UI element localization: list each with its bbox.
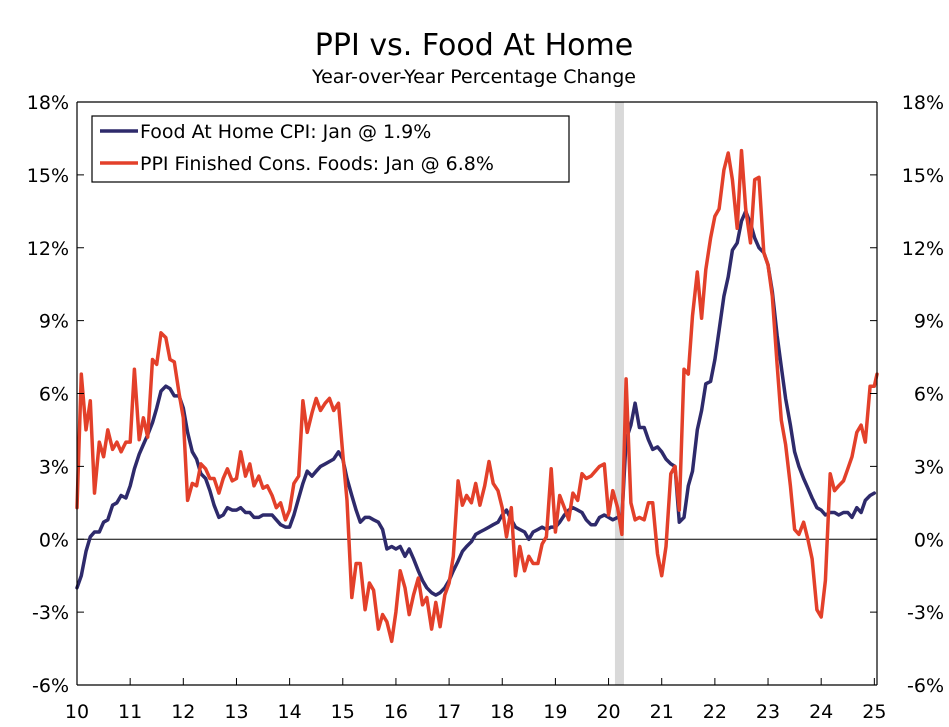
x-tick-label: 15 bbox=[331, 701, 355, 723]
recession-shading-layer bbox=[614, 102, 624, 685]
recession-band bbox=[614, 102, 624, 685]
x-tick-label: 10 bbox=[65, 701, 89, 723]
chart-subtitle: Year-over-Year Percentage Change bbox=[311, 66, 636, 88]
axes-layer bbox=[76, 101, 878, 686]
y-tick-label-left: -3% bbox=[32, 602, 69, 624]
y-tick-label-left: 6% bbox=[39, 384, 69, 406]
x-tick-label: 13 bbox=[224, 701, 248, 723]
x-tick-label: 11 bbox=[118, 701, 142, 723]
y-tick-label-left: 0% bbox=[39, 529, 69, 551]
y-tick-label-left: 3% bbox=[39, 456, 69, 478]
y-tick-label-right: -3% bbox=[907, 602, 944, 624]
y-tick-label-right: -6% bbox=[907, 675, 944, 697]
x-tick-label: 25 bbox=[862, 701, 886, 723]
chart-title: PPI vs. Food At Home bbox=[315, 28, 633, 63]
y-tick-label-right: 3% bbox=[914, 456, 944, 478]
tick-labels-layer: 18% 18% 15% 15% 12% 12% 9% 9% 6% 6% 3% 3% 0% 0% -3% -3%… bbox=[27, 92, 944, 723]
x-tick-label: 19 bbox=[543, 701, 567, 723]
y-tick-label-right: 9% bbox=[914, 311, 944, 333]
x-tick-label: 16 bbox=[384, 701, 408, 723]
x-tick-label: 14 bbox=[278, 701, 302, 723]
x-tick-label: 18 bbox=[490, 701, 514, 723]
y-tick-label-left: 18% bbox=[27, 92, 69, 114]
x-tick-label: 17 bbox=[437, 701, 461, 723]
y-tick-label-left: 12% bbox=[27, 238, 69, 260]
y-tick-label-left: 15% bbox=[27, 165, 69, 187]
legend-box bbox=[91, 115, 570, 183]
y-tick-label-left: 9% bbox=[39, 311, 69, 333]
x-tick-label: 20 bbox=[596, 701, 620, 723]
x-tick-label: 12 bbox=[171, 701, 195, 723]
series-line-ppi-finished-cons-foods bbox=[75, 148, 879, 644]
y-tick-label-right: 15% bbox=[902, 165, 944, 187]
y-tick-label-right: 18% bbox=[902, 92, 944, 114]
y-tick-label-left: -6% bbox=[32, 675, 69, 697]
x-tick-label: 22 bbox=[703, 701, 727, 723]
legend: Food At Home CPI: Jan @ 1.9% PPI Finishe… bbox=[91, 115, 570, 183]
x-tick-label: 24 bbox=[809, 701, 833, 723]
y-tick-label-right: 12% bbox=[902, 238, 944, 260]
x-tick-label: 21 bbox=[650, 701, 674, 723]
x-tick-label: 23 bbox=[756, 701, 780, 723]
series-line-food-at-home-cpi bbox=[75, 209, 877, 597]
legend-label-ppi-finished-cons-foods: PPI Finished Cons. Foods: Jan @ 6.8% bbox=[140, 153, 494, 175]
y-tick-label-right: 6% bbox=[914, 384, 944, 406]
legend-label-food-at-home-cpi: Food At Home CPI: Jan @ 1.9% bbox=[140, 121, 431, 143]
y-tick-label-right: 0% bbox=[914, 529, 944, 551]
series-layer bbox=[75, 148, 879, 644]
